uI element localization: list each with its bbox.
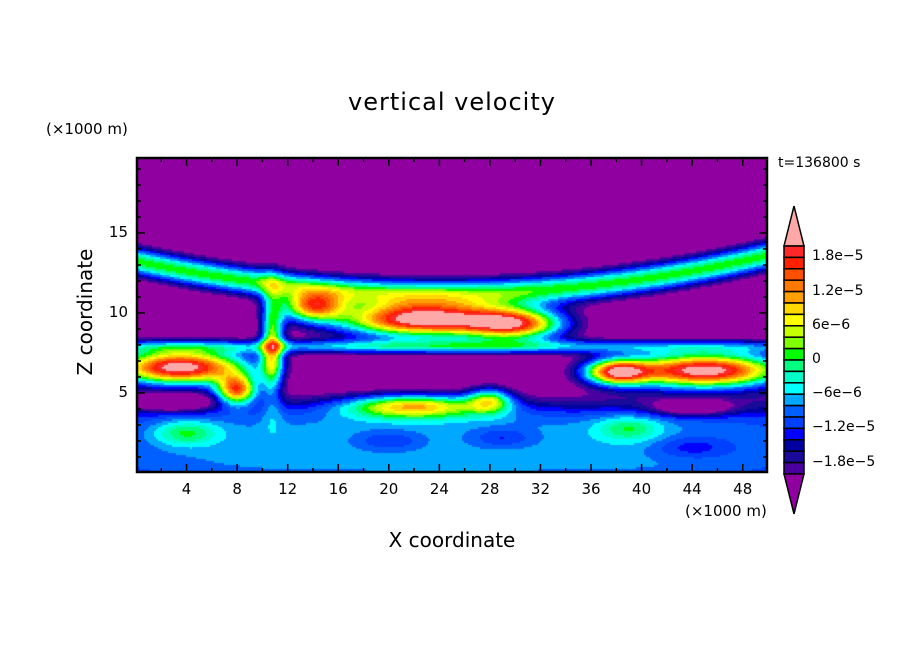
plot-border bbox=[135, 156, 769, 474]
colorbar-tick-label: −1.2e−5 bbox=[812, 419, 876, 436]
time-label: t=136800 s bbox=[778, 155, 861, 171]
colorbar-tick-label: −1.8e−5 bbox=[812, 453, 876, 470]
colorbar-box bbox=[783, 256, 805, 270]
x-tick-label: 16 bbox=[328, 480, 348, 498]
x-tick-label: 4 bbox=[181, 480, 192, 498]
contour-field bbox=[136, 157, 768, 473]
y-tick-label: 5 bbox=[118, 383, 128, 401]
colorbar-box bbox=[783, 268, 805, 281]
colorbar-box bbox=[783, 416, 805, 430]
colorbar-box bbox=[783, 279, 805, 293]
y-axis-label: Z coordinate bbox=[73, 248, 97, 376]
x-tick-label: 40 bbox=[632, 480, 652, 498]
colorbar-over-triangle bbox=[783, 205, 805, 247]
colorbar bbox=[783, 205, 805, 515]
colorbar-box bbox=[783, 382, 805, 395]
x-tick-label: 20 bbox=[379, 480, 399, 498]
colorbar-box bbox=[783, 290, 805, 304]
colorbar-box bbox=[783, 325, 805, 338]
colorbar-box bbox=[783, 461, 805, 475]
colorbar-box bbox=[783, 427, 805, 441]
plot-area bbox=[135, 156, 769, 474]
colorbar-box bbox=[783, 359, 805, 373]
chart-title: vertical velocity bbox=[348, 88, 556, 116]
colorbar-box bbox=[783, 439, 805, 452]
colorbar-tick-label: 1.2e−5 bbox=[812, 282, 864, 299]
y-tick-label: 15 bbox=[108, 223, 128, 241]
y-tick-label: 10 bbox=[108, 303, 128, 321]
x-tick-label: 24 bbox=[429, 480, 449, 498]
colorbar-box bbox=[783, 336, 805, 350]
x-axis-label: X coordinate bbox=[388, 528, 516, 552]
colorbar-tick-label: 1.8e−5 bbox=[812, 248, 864, 265]
x-tick-label: 32 bbox=[530, 480, 551, 498]
colorbar-box bbox=[783, 245, 805, 259]
x-tick-label: 36 bbox=[581, 480, 601, 498]
colorbar-box bbox=[783, 302, 805, 316]
plot-frame bbox=[135, 156, 769, 474]
z-unit-label: (×1000 m) bbox=[46, 120, 128, 138]
colorbar-box bbox=[783, 450, 805, 464]
colorbar-tick-label: 0 bbox=[812, 351, 821, 367]
colorbar-tick-label: 6e−6 bbox=[812, 316, 851, 333]
x-tick-label: 28 bbox=[480, 480, 500, 498]
colorbar-box bbox=[783, 347, 805, 361]
x-tick-label: 44 bbox=[682, 480, 702, 498]
colorbar-under-triangle bbox=[783, 473, 805, 515]
colorbar-tick-label: −6e−6 bbox=[812, 385, 862, 402]
colorbar-box bbox=[783, 404, 805, 418]
colorbar-box bbox=[783, 393, 805, 407]
colorbar-box bbox=[783, 370, 805, 384]
x-tick-label: 12 bbox=[278, 480, 298, 498]
x-unit-label: (×1000 m) bbox=[685, 502, 767, 520]
x-tick-label: 48 bbox=[733, 480, 753, 498]
colorbar-box bbox=[783, 313, 805, 327]
x-tick-label: 8 bbox=[232, 480, 242, 498]
